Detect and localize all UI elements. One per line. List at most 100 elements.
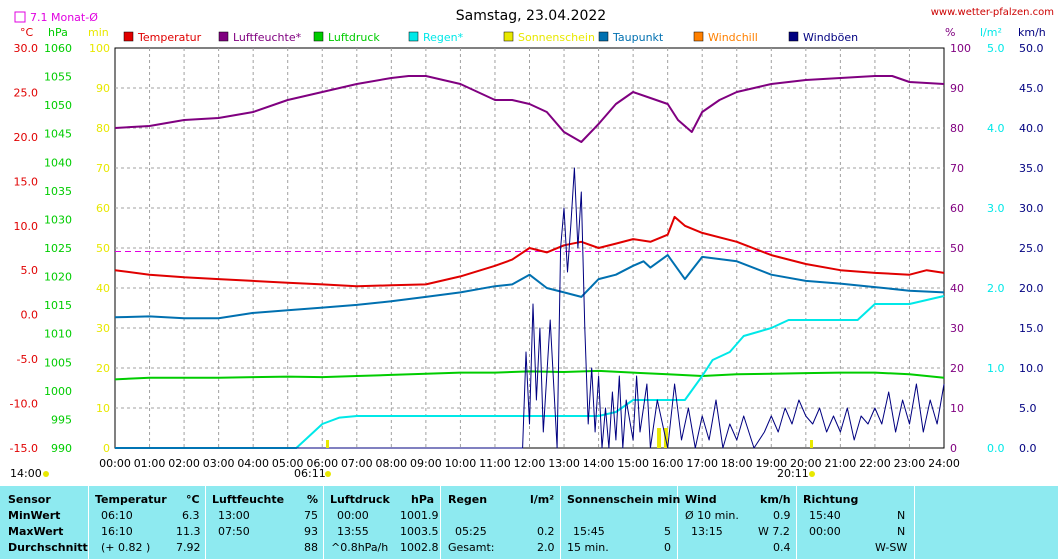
legend-label: Windböen [803,31,858,44]
min-wind-label: Ø 10 min. [685,509,739,522]
legend: Temperatur Luftfeuchte* Luftdruck Regen* Son… [123,31,858,44]
unit-rain: l/m² [980,26,1002,39]
series-regen [115,295,945,449]
tick-pressure: 995 [51,413,72,426]
tick-time: 18:00 [721,457,753,470]
tick-pressure: 1045 [44,128,72,141]
tick-pressure: 1035 [44,185,72,198]
tick-wind: 25.0 [1019,242,1044,255]
legend-label: Sonnenschein [518,31,595,44]
tick-humidity: 70 [950,162,964,175]
tick-temperature: 0.0 [21,309,39,322]
min-temp: 6.3 [182,509,200,522]
legend-swatch [788,31,799,42]
tick-time: 21:00 [825,457,857,470]
tick-rain: 5.0 [987,42,1005,55]
tick-time: 22:00 [859,457,891,470]
unit-press: hPa [48,26,68,39]
tick-time: 11:00 [479,457,511,470]
tick-temperature: -5.0 [17,353,38,366]
tick-temperature: 15.0 [14,175,39,188]
tick-humidity: 100 [950,42,971,55]
max-hum-time: 07:50 [218,525,250,538]
avg-hum: 88 [304,541,318,554]
legend-swatch [598,31,609,42]
tick-time: 00:00 [99,457,131,470]
tick-humidity: 30 [950,322,964,335]
min-temp-time: 06:10 [101,509,133,522]
series-taupunkt [114,254,945,320]
tick-wind: 20.0 [1019,282,1044,295]
legend-swatch [218,31,229,42]
sunrise-marker [326,440,329,448]
tick-time: 23:00 [894,457,926,470]
tick-pressure: 1010 [44,328,72,341]
sunrise-sun-icon [325,471,331,477]
tick-temperature: 5.0 [21,264,39,277]
series-luftfeuchte [114,75,945,143]
avg-press-trend: ^0.8hPa/h [331,541,389,554]
tick-time: 16:00 [652,457,684,470]
site-link[interactable]: www.wetter-pfalzen.com [931,7,1054,18]
sunshine-bar [657,428,662,448]
tick-rain: 1.0 [987,362,1005,375]
max-temp: 11.3 [176,525,201,538]
avg-rain: 2.0 [537,541,555,554]
tick-wind: 45.0 [1019,82,1044,95]
tick-pressure: 1020 [44,271,72,284]
tick-time: 01:00 [134,457,166,470]
tick-time: 14:00 [583,457,615,470]
unit-temp: °C [20,26,34,39]
header-wind-unit: km/h [760,493,791,506]
tick-temperature: 25.0 [14,86,39,99]
tick-wind: 50.0 [1019,42,1044,55]
series-luftdruck [114,369,945,381]
legend-label: Temperatur [137,31,202,44]
tick-time: 06:00 [306,457,338,470]
header-humidity-unit: % [307,493,319,506]
tick-time: 15:00 [617,457,649,470]
chart-title: Samstag, 23.04.2022 [456,8,606,24]
tick-humidity: 0 [950,442,957,455]
tick-pressure: 1050 [44,99,72,112]
tick-pressure: 1030 [44,213,72,226]
tick-pressure: 990 [51,442,72,455]
weather-chart: 30.0 25.0 20.0 15.0 10.0 5.0 0.0 -5.0 -10.0 -15.0… [10,7,1054,480]
tick-sunshine: 40 [96,282,110,295]
tick-wind: 5.0 [1019,402,1037,415]
header-pressure-unit: hPa [411,493,435,506]
tick-time: 08:00 [375,457,407,470]
sunset-marker [810,440,813,448]
tick-time: 03:00 [203,457,235,470]
header-rain: Regen [448,493,488,506]
tick-time: 19:00 [755,457,787,470]
tick-pressure: 1015 [44,299,72,312]
max-rain-time: 05:25 [455,525,487,538]
series-temperatur [114,215,945,288]
tick-humidity: 40 [950,282,964,295]
tick-rain: 3.0 [987,202,1005,215]
header-humidity: Luftfeuchte [212,493,285,506]
legend-label: Luftfeuchte* [233,31,302,44]
min-press: 1001.9 [400,509,439,522]
header-wind: Wind [685,493,717,506]
tick-humidity: 80 [950,122,964,135]
avg-temp: 7.92 [176,541,201,554]
max-wind: W 7.2 [758,525,790,538]
tick-sunshine: 10 [96,402,110,415]
tick-humidity: 50 [950,242,964,255]
legend-swatch [693,31,704,42]
tick-humidity: 60 [950,202,964,215]
tick-time: 13:00 [548,457,580,470]
legend-label: Regen* [423,31,464,44]
header-pressure: Luftdruck [330,493,390,506]
tick-wind: 30.0 [1019,202,1044,215]
avg-press: 1002.8 [400,541,439,554]
min-dir: N [897,509,906,522]
tick-sunshine: 70 [96,162,110,175]
row-max-label: MaxWert [8,525,64,538]
tick-sunshine: 0 [103,442,110,455]
tick-sunshine: 50 [96,242,110,255]
legend-swatch [408,31,419,42]
tick-time: 07:00 [341,457,373,470]
